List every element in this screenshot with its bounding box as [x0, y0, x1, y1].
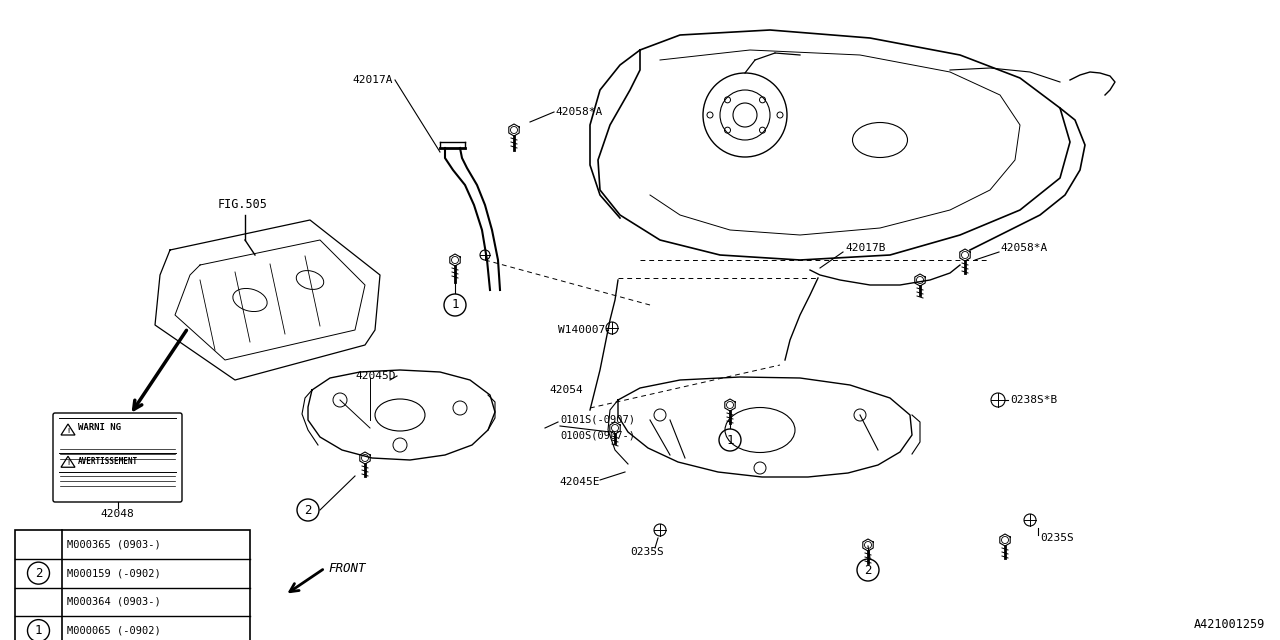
Text: 42045D: 42045D — [355, 371, 396, 381]
Text: 42058*A: 42058*A — [1000, 243, 1047, 253]
Text: FRONT: FRONT — [328, 561, 366, 575]
Text: 1: 1 — [452, 298, 458, 312]
Text: 1: 1 — [35, 624, 42, 637]
Bar — [15, 530, 250, 640]
Text: FIG.505: FIG.505 — [218, 198, 268, 211]
Text: 2: 2 — [35, 566, 42, 580]
Text: 2: 2 — [305, 504, 312, 516]
Text: 42054: 42054 — [549, 385, 582, 395]
Text: W140007: W140007 — [558, 325, 605, 335]
Text: M000065 (-0902): M000065 (-0902) — [67, 626, 161, 636]
Text: 2: 2 — [864, 563, 872, 577]
Text: 42048: 42048 — [101, 509, 134, 519]
Text: 0101S(-0907): 0101S(-0907) — [561, 415, 635, 425]
Text: 42017B: 42017B — [845, 243, 886, 253]
Text: 0238S*B: 0238S*B — [1010, 395, 1057, 405]
Text: 42045E: 42045E — [559, 477, 600, 487]
Text: M000159 (-0902): M000159 (-0902) — [67, 568, 161, 578]
Text: AVERTISSEMENT: AVERTISSEMENT — [78, 457, 138, 466]
Text: !: ! — [65, 428, 70, 434]
Text: A421001259: A421001259 — [1194, 618, 1265, 632]
Text: 1: 1 — [726, 433, 733, 447]
Text: 42017A: 42017A — [352, 75, 393, 85]
Text: !: ! — [65, 460, 70, 467]
Text: 0235S: 0235S — [1039, 533, 1074, 543]
Text: 0100S(0907-): 0100S(0907-) — [561, 431, 635, 441]
Text: M000365 (0903-): M000365 (0903-) — [67, 540, 161, 549]
Text: M000364 (0903-): M000364 (0903-) — [67, 597, 161, 607]
Text: 42058*A: 42058*A — [556, 107, 603, 117]
Text: 0235S: 0235S — [630, 547, 664, 557]
Text: WARNI NG: WARNI NG — [78, 422, 122, 431]
